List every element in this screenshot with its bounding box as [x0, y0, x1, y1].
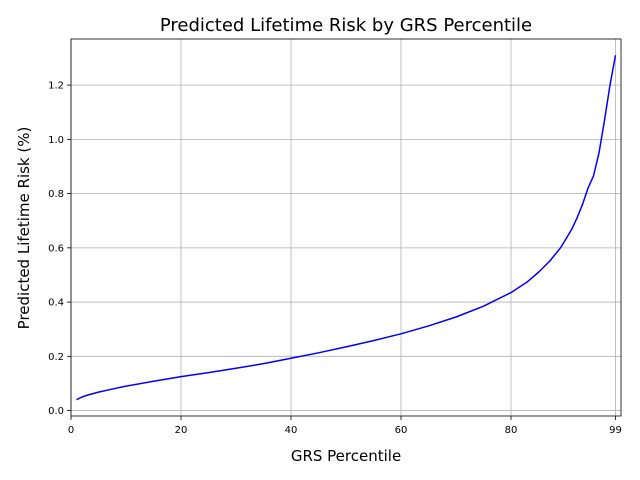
chart-title: Predicted Lifetime Risk by GRS Percentil…	[160, 15, 532, 36]
y-tick-label: 1.2	[48, 81, 64, 92]
y-axis-label: Predicted Lifetime Risk (%)	[15, 127, 33, 330]
y-tick-label: 0.8	[48, 189, 64, 200]
y-axis-ticks: 0.0 0.2 0.4 0.6 0.8 1.0 1.2	[48, 81, 71, 417]
x-tick-label: 40	[285, 425, 298, 436]
grid	[70, 39, 621, 416]
x-tick-label: 60	[395, 425, 408, 436]
risk-series-line	[76, 55, 617, 401]
plot-frame	[70, 38, 622, 417]
x-tick-label: 80	[505, 425, 518, 436]
x-tick-label: 99	[609, 425, 622, 436]
y-tick-label: 0.2	[48, 352, 64, 363]
y-tick-label: 0.0	[48, 406, 64, 417]
y-tick-label: 0.6	[48, 243, 64, 254]
y-tick-label: 1.0	[48, 135, 64, 146]
x-tick-label: 20	[175, 425, 188, 436]
x-tick-label: 0	[68, 425, 74, 436]
y-tick-label: 0.4	[48, 298, 64, 309]
x-axis-label: GRS Percentile	[291, 447, 401, 465]
series-layer	[76, 55, 617, 401]
x-axis-ticks: 0 20 40 60 80 99	[68, 416, 622, 436]
